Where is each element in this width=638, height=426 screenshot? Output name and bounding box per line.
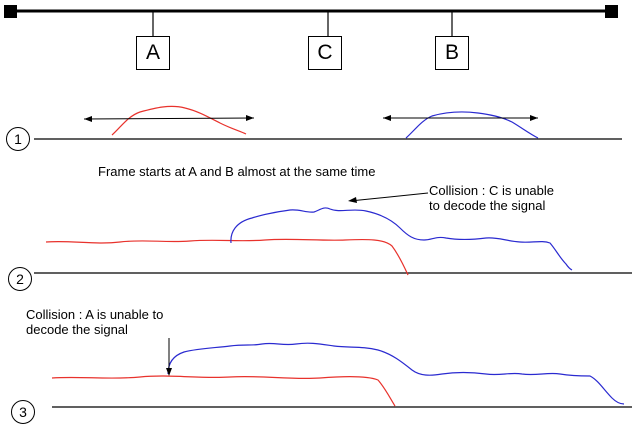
signal-a-step2 — [45, 238, 409, 276]
bus-terminator-left — [4, 5, 17, 18]
annotation-arrow-c-head — [348, 197, 357, 203]
bus-terminator-right — [605, 5, 618, 18]
step-number-2: 2 — [8, 267, 32, 291]
step-number-1: 1 — [6, 127, 30, 151]
arrow-b-right-head — [530, 115, 538, 121]
station-c: C — [308, 36, 342, 70]
signal-a-step3 — [51, 375, 396, 407]
step-number-3: 3 — [11, 400, 35, 424]
station-b: B — [435, 36, 469, 70]
signal-b-step2 — [230, 207, 573, 271]
arrow-b-left-head — [383, 115, 391, 121]
frame-start-caption: Frame starts at A and B almost at the sa… — [98, 164, 376, 179]
arrow-a-step1 — [83, 117, 255, 120]
arrow-a-right-head — [246, 115, 254, 121]
signal-b-step1 — [405, 111, 539, 139]
annotation-arrow-c — [349, 192, 429, 202]
station-a: A — [136, 36, 170, 70]
collision-c-caption: Collision : C is unable to decode the si… — [429, 183, 555, 213]
collision-a-caption: Collision : A is unable to decode the si… — [26, 307, 164, 337]
signal-b-step3 — [167, 342, 625, 405]
signal-a-step1 — [111, 105, 247, 136]
annotation-arrow-a-head — [166, 368, 172, 376]
arrow-a-left-head — [84, 116, 92, 122]
